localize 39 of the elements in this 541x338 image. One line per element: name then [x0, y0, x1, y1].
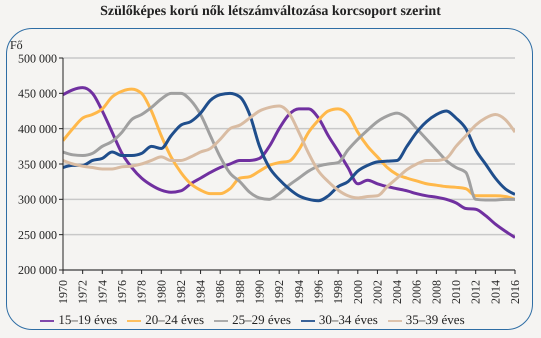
- x-tick-label: 1984: [194, 280, 208, 304]
- chart-title: Szülőképes korú nők létszámváltozása korcsoport szerint: [99, 4, 442, 20]
- x-tick-label: 2014: [488, 280, 502, 304]
- x-tick-label: 1988: [232, 280, 247, 304]
- x-tick-label: 1994: [292, 280, 306, 304]
- y-tick-label: 300 000: [18, 192, 57, 207]
- line-series: [63, 86, 515, 239]
- legend-label: 35–39 éves: [406, 312, 465, 327]
- x-tick-label: 1976: [114, 280, 129, 304]
- x-tick-label: 2008: [429, 280, 444, 304]
- x-tick-label: 2012: [468, 280, 483, 304]
- x-tick-label: 1970: [56, 280, 70, 304]
- y-tick-label: 200 000: [18, 263, 57, 278]
- legend-label: 20–24 éves: [145, 312, 204, 327]
- y-tick-label: 400 000: [18, 122, 57, 136]
- x-tick-label: 2002: [370, 280, 384, 304]
- x-tick-label: 1972: [76, 280, 90, 304]
- x-tick-label: 1986: [213, 280, 228, 304]
- y-tick-label: 350 000: [18, 157, 57, 172]
- x-tick-label: 2016: [508, 280, 522, 304]
- x-tick-label: 2006: [410, 280, 424, 304]
- legend-label: 15–19 éves: [58, 312, 118, 327]
- y-tick-label: 450 000: [18, 86, 57, 101]
- legend-label: 25–29 éves: [232, 312, 291, 327]
- x-tick-label: 1980: [154, 280, 168, 304]
- legend-label: 30–34 éves: [318, 312, 378, 327]
- x-tick-label: 1982: [174, 280, 188, 304]
- x-tick-label: 1992: [272, 280, 286, 304]
- x-tick-label: 2004: [390, 280, 404, 304]
- x-tick-label: 1974: [95, 280, 110, 304]
- x-tick-label: 2010: [449, 280, 464, 304]
- x-tick-label: 1996: [311, 280, 326, 304]
- x-tick-label: 1990: [252, 280, 267, 304]
- x-tick-label: 1998: [331, 280, 346, 304]
- y-tick-label: 500 000: [18, 51, 57, 66]
- y-tick-label: 250 000: [18, 228, 57, 242]
- y-axis-title: Fő: [10, 38, 23, 53]
- x-tick-label: 2000: [350, 280, 365, 304]
- x-tick-label: 1978: [134, 280, 149, 304]
